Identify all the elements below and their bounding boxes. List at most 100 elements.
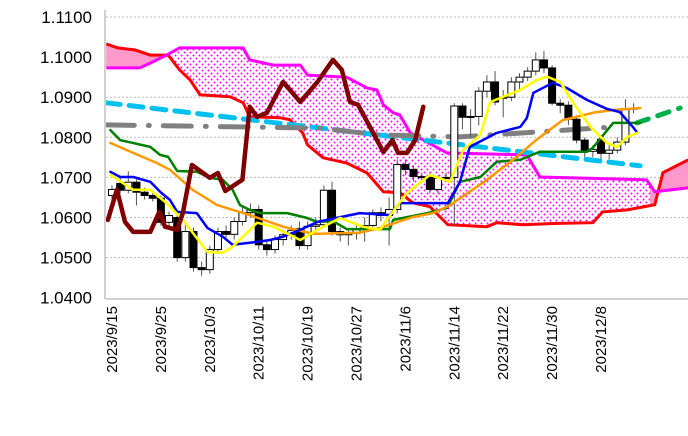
candle: [213, 227, 222, 254]
candle: [523, 67, 532, 82]
candle-body-down: [140, 191, 149, 196]
candle: [556, 99, 565, 114]
candle: [458, 103, 467, 130]
y-tick-label: 1.0800: [40, 128, 92, 147]
y-axis-ticks: 1.1100 1.1000 1.0900 1.0800 1.0700 1.0600 1.05…: [40, 8, 92, 308]
candle: [507, 77, 516, 102]
candle: [124, 171, 133, 194]
candle: [230, 217, 239, 240]
candle-body-up: [515, 76, 524, 83]
candle-body-up: [507, 81, 516, 98]
candle-body-down: [116, 182, 125, 191]
candle-body-up: [213, 231, 222, 251]
y-tick-label: 1.0700: [40, 168, 92, 187]
senkou-span-b-line: [106, 46, 688, 194]
candle-body-down: [556, 102, 565, 106]
candle-body-up: [393, 164, 402, 210]
candle-body-down: [254, 208, 263, 246]
candle-body-down: [572, 118, 581, 141]
x-tick-label: 2023/10/27: [349, 306, 366, 381]
candle-body-down: [132, 181, 141, 193]
candle-body-down: [148, 194, 157, 199]
candle: [450, 103, 459, 226]
indicator-lines-top: [106, 57, 683, 255]
x-tick-label: 2023/11/14: [446, 306, 463, 380]
y-tick-label: 1.0400: [40, 289, 92, 308]
candle: [482, 75, 491, 98]
candle: [181, 221, 190, 262]
x-tick-label: 2023/9/15: [104, 306, 121, 373]
candle-body-up: [181, 231, 190, 259]
candle-body-up: [531, 59, 540, 72]
candle: [165, 211, 174, 228]
candle-body-down: [417, 176, 426, 179]
x-tick-label: 2023/10/3: [202, 306, 219, 373]
candle: [409, 165, 418, 182]
candle-body-up: [165, 214, 174, 223]
candle: [499, 89, 508, 118]
y-tick-label: 1.1100: [41, 8, 92, 27]
candle-body-down: [189, 231, 198, 269]
candle: [238, 207, 247, 226]
x-tick-label: 2023/11/6: [397, 306, 414, 372]
x-axis-ticks: 2023/9/15 2023/9/25 2023/10/3 2023/10/11 202…: [104, 306, 610, 381]
candle-body-down: [425, 176, 434, 190]
candle-body-up: [434, 177, 442, 190]
candle: [368, 209, 377, 230]
candle-body-up: [271, 239, 279, 251]
candle-body-down: [409, 168, 418, 178]
x-tick-label: 2023/10/19: [300, 306, 317, 381]
candle: [222, 225, 231, 238]
candle-body-down: [173, 217, 182, 259]
candle: [295, 221, 304, 250]
y-tick-label: 1.1000: [40, 48, 92, 67]
candle-body-up: [474, 90, 483, 117]
candle-body-up: [230, 221, 239, 235]
candle-body-up: [319, 189, 328, 226]
candle: [572, 115, 581, 144]
candle-body-down: [262, 244, 271, 251]
candle: [474, 87, 483, 126]
candle: [564, 101, 573, 126]
x-tick-label: 2023/11/22: [495, 306, 512, 380]
axes: [104, 10, 688, 300]
forecast-line-line: [634, 105, 683, 126]
candle: [605, 143, 614, 160]
candle-body-up: [450, 105, 459, 178]
candle: [262, 239, 271, 256]
candle-body-up: [523, 70, 532, 78]
candlesticks: [108, 51, 638, 276]
candle: [580, 137, 589, 158]
candle-body-down: [197, 267, 206, 271]
candle-body-up: [205, 249, 214, 271]
candle-body-down: [222, 231, 231, 235]
candle-body-down: [580, 139, 589, 152]
candle: [466, 109, 475, 138]
x-tick-label: 2023/12/8: [593, 306, 610, 373]
x-tick-label: 2023/9/25: [153, 306, 170, 373]
yellow-line-line: [109, 75, 639, 255]
candle: [132, 179, 141, 206]
candle: [205, 245, 214, 274]
candle: [173, 213, 182, 262]
y-tick-label: 1.0900: [40, 88, 92, 107]
x-tick-label: 2023/11/30: [544, 306, 561, 380]
candle: [531, 52, 540, 76]
candle: [197, 261, 206, 276]
candle-body-up: [368, 212, 377, 227]
candle-body-down: [458, 105, 467, 118]
senkou-span-a-line: [106, 42, 688, 229]
y-tick-label: 1.0600: [40, 209, 92, 228]
x-tick-label: 2023/10/11: [251, 306, 268, 380]
candle: [515, 73, 524, 90]
candle-body-up: [466, 115, 475, 118]
candle: [336, 227, 345, 242]
candle: [425, 173, 434, 194]
candle: [328, 181, 337, 236]
y-tick-label: 1.0500: [40, 249, 92, 268]
candle-body-down: [539, 59, 548, 69]
candle-body-down: [401, 164, 410, 170]
candle: [401, 159, 410, 176]
candle-body-down: [491, 81, 500, 103]
